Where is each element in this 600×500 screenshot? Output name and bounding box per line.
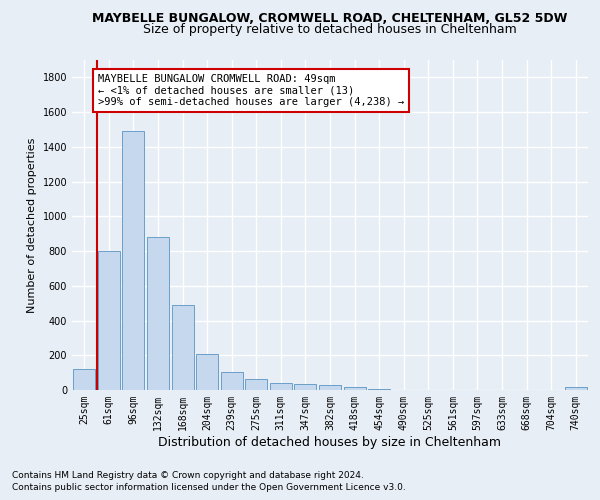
Bar [122,131,145,390]
Bar [344,386,365,390]
Bar [319,385,341,390]
Text: Size of property relative to detached houses in Cheltenham: Size of property relative to detached ho… [143,22,517,36]
Bar [368,389,390,390]
Bar [295,384,316,390]
Bar [565,386,587,390]
Text: MAYBELLE BUNGALOW CROMWELL ROAD: 49sqm
← <1% of detached houses are smaller (13): MAYBELLE BUNGALOW CROMWELL ROAD: 49sqm ←… [98,74,404,107]
Bar [172,305,194,390]
Bar [147,237,169,390]
Text: MAYBELLE BUNGALOW, CROMWELL ROAD, CHELTENHAM, GL52 5DW: MAYBELLE BUNGALOW, CROMWELL ROAD, CHELTE… [92,12,568,26]
Bar [270,383,292,390]
Bar [196,354,218,390]
Bar [73,369,95,390]
Text: Contains public sector information licensed under the Open Government Licence v3: Contains public sector information licen… [12,484,406,492]
X-axis label: Distribution of detached houses by size in Cheltenham: Distribution of detached houses by size … [158,436,502,448]
Text: Contains HM Land Registry data © Crown copyright and database right 2024.: Contains HM Land Registry data © Crown c… [12,471,364,480]
Bar [245,378,268,390]
Bar [98,251,120,390]
Bar [221,372,243,390]
Y-axis label: Number of detached properties: Number of detached properties [27,138,37,312]
